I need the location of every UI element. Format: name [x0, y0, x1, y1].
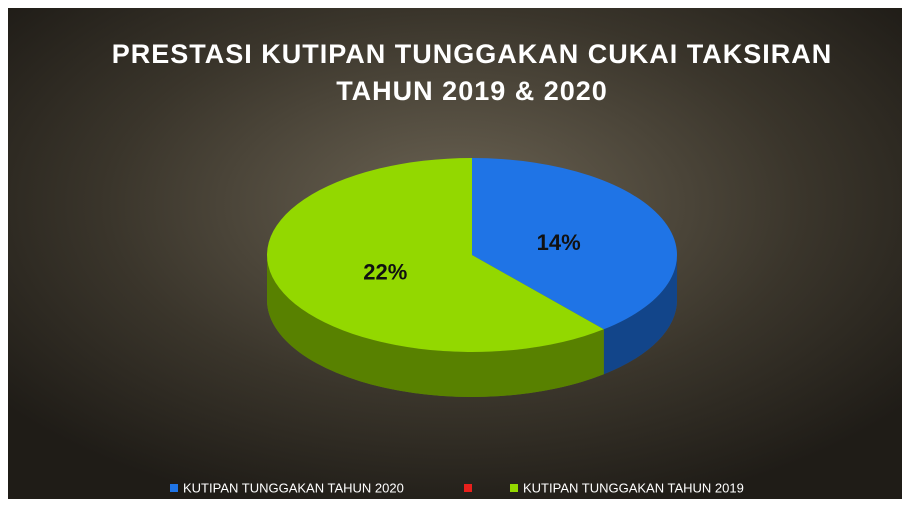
data-label: 22% [363, 260, 407, 285]
data-label: 14% [537, 230, 581, 255]
slice-side [267, 255, 604, 397]
legend-label: KUTIPAN TUNGGAKAN TAHUN 2020 [183, 480, 404, 495]
slice-side-shade [603, 255, 677, 375]
slice [266, 158, 604, 353]
slice [472, 158, 677, 330]
legend-label: KUTIPAN TUNGGAKAN TAHUN 2019 [523, 480, 744, 495]
legend-swatch [464, 484, 472, 492]
slice-side [603, 255, 677, 375]
legend-swatch [510, 484, 518, 492]
slice [472, 255, 604, 330]
pie: 14% 22% [266, 158, 677, 397]
chart-title: PRESTASI KUTIPAN TUNGGAKAN CUKAI TAKSIRA… [112, 39, 833, 69]
chart-title: TAHUN 2019 & 2020 [336, 76, 608, 106]
legend: KUTIPAN TUNGGAKAN TAHUN 2020 KUTIPAN TUNG… [170, 480, 744, 495]
slice-side-shade [267, 255, 604, 397]
legend-swatch [170, 484, 178, 492]
